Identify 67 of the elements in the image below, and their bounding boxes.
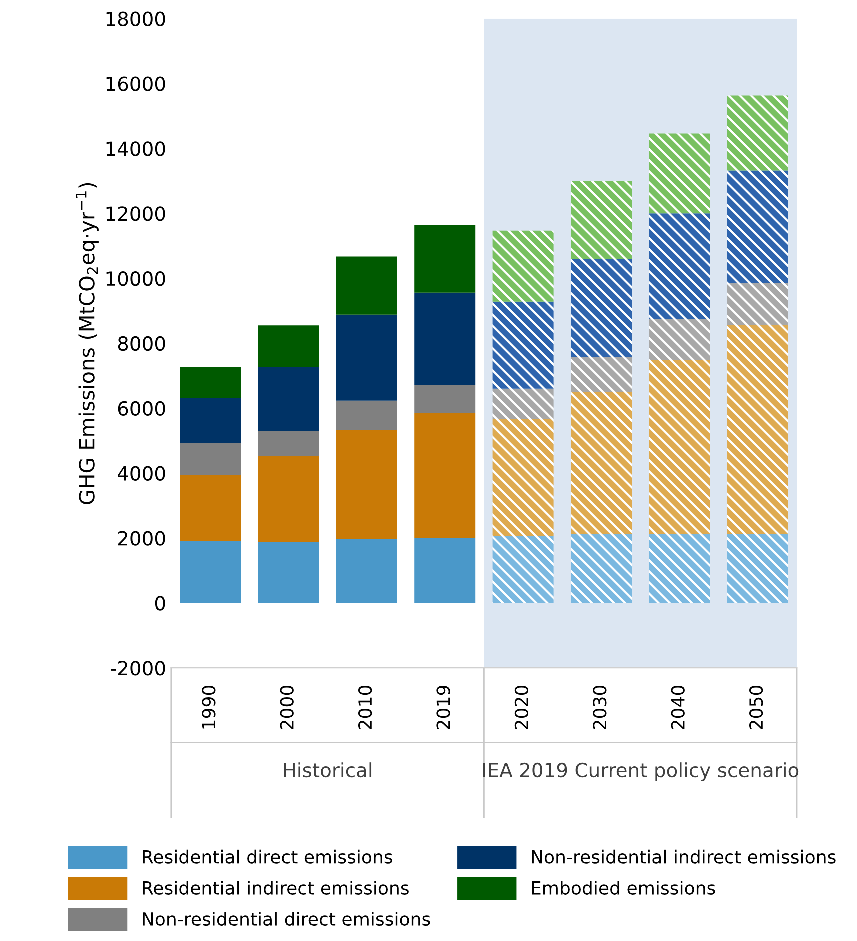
x-tick-label: 2040 — [671, 686, 685, 730]
y-tick-label: 16000 — [106, 76, 166, 92]
y-tick-label: 4000 — [118, 466, 166, 481]
bar — [649, 360, 710, 534]
legend-label: Embodied emissions — [532, 880, 716, 895]
bar — [571, 357, 632, 392]
y-tick-label: 2000 — [118, 531, 166, 546]
bar — [727, 534, 788, 604]
legend-label: Non-residential indirect emissions — [532, 850, 836, 864]
bar — [414, 385, 476, 414]
bar — [492, 388, 554, 420]
legend-label: Residential direct emissions — [143, 850, 392, 864]
bar — [649, 319, 710, 360]
y-tick-label: 8000 — [118, 336, 166, 352]
bar — [258, 431, 320, 456]
bar — [727, 324, 788, 534]
bar — [258, 542, 320, 604]
bar — [336, 539, 398, 604]
bar — [258, 326, 320, 368]
bar — [571, 259, 632, 358]
bar — [258, 367, 320, 432]
x-tick-label: 2010 — [358, 686, 372, 730]
bar — [727, 283, 788, 325]
text: IEA 2019 Current policy scenario — [483, 762, 799, 782]
y-axis-title: GHG Emissions (MtCO$_{2}$eq·yr$^{−1}$) — [76, 183, 99, 504]
bar — [492, 419, 554, 536]
bar — [414, 413, 476, 538]
bar — [180, 542, 241, 604]
text: Historical — [284, 762, 372, 778]
bar — [180, 367, 241, 398]
bar — [649, 534, 710, 604]
x-tick-label: 2019 — [436, 686, 450, 730]
bar — [336, 430, 398, 540]
y-tick-label: 12000 — [106, 206, 166, 222]
bar — [492, 230, 554, 302]
bar — [336, 256, 398, 315]
bar — [180, 474, 241, 542]
bar — [336, 400, 398, 430]
y-tick-label: -2000 — [110, 661, 166, 676]
bar — [492, 302, 554, 389]
bar — [571, 534, 632, 604]
bar — [414, 538, 476, 604]
bar — [258, 456, 320, 542]
x-tick-label: 2030 — [593, 686, 607, 730]
bar — [414, 292, 476, 386]
bar — [571, 181, 632, 260]
y-tick-label: 6000 — [118, 401, 166, 416]
bar — [571, 392, 632, 534]
bar — [727, 170, 788, 284]
bar — [180, 443, 241, 475]
bar — [492, 536, 554, 604]
x-tick-label: 1990 — [202, 686, 216, 729]
bar — [649, 214, 710, 320]
bar — [649, 134, 710, 214]
y-tick-label: 10000 — [106, 271, 166, 286]
y-tick-label: 18000 — [106, 12, 166, 26]
x-tick-label: 2020 — [514, 686, 529, 730]
y-tick-label: 0 — [155, 596, 166, 611]
bar — [180, 398, 241, 444]
x-tick-label: 2050 — [749, 686, 764, 730]
legend-label: Residential indirect emissions — [143, 880, 409, 895]
bar — [414, 224, 476, 293]
bar — [727, 96, 788, 171]
y-tick-label: 14000 — [106, 142, 166, 156]
x-tick-label: 2000 — [280, 686, 294, 730]
bar — [336, 314, 398, 401]
legend-label: Non-residential direct emissions — [143, 912, 430, 926]
